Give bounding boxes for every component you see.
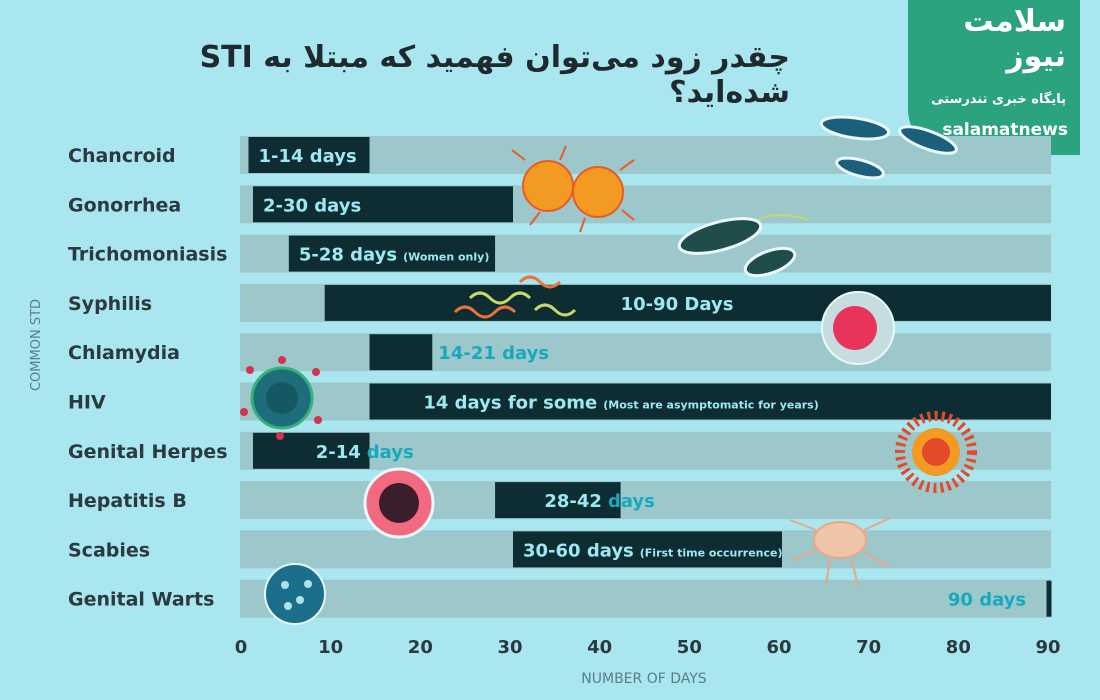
x-tick-label: 0 bbox=[235, 637, 248, 658]
trichomonas-icon bbox=[677, 214, 809, 278]
row-track bbox=[240, 333, 1051, 372]
logo-tagline: پایگاه خبری تندرستی bbox=[931, 92, 1066, 107]
scabies-mite-icon bbox=[789, 517, 891, 587]
category-label: Genital Warts bbox=[68, 589, 214, 611]
duration-bar bbox=[252, 186, 513, 223]
duration-bar bbox=[513, 531, 782, 568]
duration-label: 14 days for some (Most are asymptomatic f… bbox=[423, 393, 818, 414]
duration-bar bbox=[248, 137, 370, 173]
category-label: HIV bbox=[68, 392, 106, 414]
x-tick-label: 60 bbox=[766, 637, 791, 658]
gonococcus-icon bbox=[511, 145, 635, 233]
y-axis-title: COMMON STD bbox=[29, 299, 44, 391]
x-tick-label: 40 bbox=[587, 637, 612, 658]
duration-label: 10-90 Days bbox=[621, 294, 734, 315]
x-axis-title: NUMBER OF DAYS bbox=[581, 671, 707, 687]
duration-label: 14-21 days bbox=[438, 343, 549, 364]
duration-label: 30-60 days (First time occurrence) bbox=[523, 540, 783, 561]
x-tick-label: 50 bbox=[677, 637, 702, 658]
bacteria-icon bbox=[819, 115, 958, 180]
category-label: Chancroid bbox=[68, 145, 176, 167]
duration-label: 2-30 days bbox=[263, 195, 361, 216]
duration-bar bbox=[252, 432, 370, 469]
hiv-virus-icon bbox=[240, 356, 322, 440]
duration-label: 28-42 days bbox=[544, 491, 655, 512]
duration-label: 1-14 days bbox=[258, 146, 356, 167]
duration-label: 5-28 days (Women only) bbox=[299, 245, 490, 266]
category-label: Chlamydia bbox=[68, 342, 180, 364]
chlamydia-cell-icon bbox=[821, 291, 895, 365]
hpv-virus-icon bbox=[264, 563, 326, 625]
duration-bar bbox=[495, 482, 621, 519]
brand-logo: سلامت نیوز پایگاه خبری تندرستی salamatne… bbox=[908, 0, 1080, 155]
duration-bar bbox=[369, 334, 433, 371]
duration-bar bbox=[1046, 580, 1052, 617]
microbe-illustrations bbox=[240, 115, 977, 625]
x-tick-label: 90 bbox=[1035, 637, 1060, 658]
logo-brand-text: سلامت نیوز bbox=[963, 4, 1066, 74]
row-track bbox=[240, 579, 1051, 618]
category-label: Syphilis bbox=[68, 293, 152, 315]
category-label: Gonorrhea bbox=[68, 194, 181, 216]
x-tick-label: 10 bbox=[318, 637, 343, 658]
logo-site-name: salamatnews bbox=[942, 120, 1068, 140]
herpes-virus-icon bbox=[895, 411, 977, 493]
page-title: چقدر زود می‌توان فهمید که مبتلا به STI ش… bbox=[199, 40, 790, 110]
x-tick-label: 70 bbox=[856, 637, 881, 658]
x-tick-label: 80 bbox=[946, 637, 971, 658]
x-tick-label: 30 bbox=[497, 637, 522, 658]
category-label: Hepatitis B bbox=[68, 490, 187, 512]
category-label: Trichomoniasis bbox=[68, 244, 227, 266]
duration-bar bbox=[288, 235, 496, 272]
x-tick-label: 20 bbox=[408, 637, 433, 658]
category-label: Scabies bbox=[68, 539, 150, 561]
duration-label: 2-14 days bbox=[316, 442, 414, 463]
spirochete-icon bbox=[453, 275, 577, 319]
hepatitis-b-virus-icon bbox=[363, 467, 435, 539]
duration-label: 90 days bbox=[948, 590, 1026, 611]
duration-bar bbox=[324, 284, 1051, 321]
category-label: Genital Herpes bbox=[68, 441, 228, 463]
